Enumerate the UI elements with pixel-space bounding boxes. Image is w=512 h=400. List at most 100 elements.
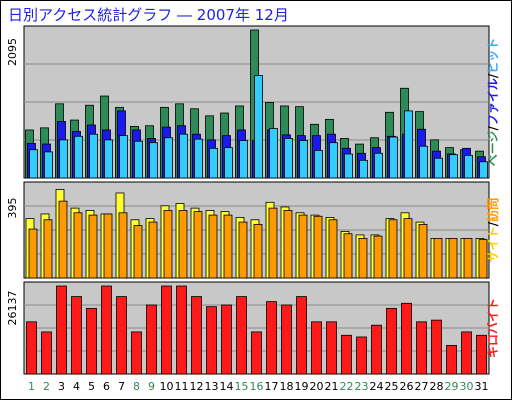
bar-kbytes-キロバイト-day-24 [371, 324, 382, 375]
bar-kbytes-キロバイト-day-16 [251, 331, 262, 375]
day-label-18: 18 [280, 380, 294, 393]
bar-kbytes-キロバイト-day-5 [86, 307, 97, 375]
bar-hits-ヒット-day-6 [104, 139, 113, 179]
day-label-6: 6 [103, 380, 110, 393]
panel-visits-ymax-label: 395 [6, 198, 19, 219]
day-label-7: 7 [118, 380, 125, 393]
bar-kbytes-キロバイト-day-3 [56, 285, 67, 375]
bar-visits-訪問-day-9 [148, 221, 158, 279]
day-label-24: 24 [370, 380, 384, 393]
bar-hits-ヒット-day-29 [449, 154, 458, 179]
bar-visits-訪問-day-10 [163, 210, 173, 279]
day-label-9: 9 [148, 380, 155, 393]
bar-kbytes-キロバイト-day-14 [221, 304, 232, 375]
right-label-part: / [486, 73, 500, 78]
day-label-23: 23 [355, 380, 369, 393]
bar-hits-ヒット-day-30 [464, 154, 473, 179]
bar-hits-ヒット-day-26 [404, 110, 413, 179]
bar-kbytes-キロバイト-day-23 [356, 336, 367, 375]
day-label-28: 28 [430, 380, 444, 393]
day-label-8: 8 [133, 380, 140, 393]
bar-hits-ヒット-day-2 [44, 151, 53, 179]
bar-kbytes-キロバイト-day-6 [101, 285, 112, 375]
bar-visits-訪問-day-11 [178, 210, 188, 279]
bar-kbytes-キロバイト-day-10 [161, 285, 172, 375]
day-label-25: 25 [385, 380, 399, 393]
right-label-part: キロバイト [486, 298, 500, 358]
bar-hits-ヒット-day-7 [119, 135, 128, 179]
bar-hits-ヒット-day-22 [344, 153, 353, 179]
bar-hits-ヒット-day-1 [29, 149, 38, 179]
bar-kbytes-キロバイト-day-31 [476, 334, 487, 375]
bar-hits-ヒット-day-31 [479, 161, 488, 179]
bar-hits-ヒット-day-19 [299, 140, 308, 179]
bar-visits-訪問-day-3 [58, 200, 68, 279]
day-label-14: 14 [220, 380, 234, 393]
bar-visits-訪問-day-24 [373, 235, 383, 279]
bar-visits-訪問-day-1 [28, 228, 38, 279]
bar-visits-訪問-day-31 [478, 239, 488, 279]
bar-hits-ヒット-day-27 [419, 145, 428, 179]
bar-kbytes-キロバイト-day-21 [326, 321, 337, 375]
panel-visits-right-label: サイト/訪問 [485, 198, 500, 262]
bar-kbytes-キロバイト-day-1 [26, 321, 37, 375]
day-label-2: 2 [43, 380, 50, 393]
day-label-22: 22 [340, 380, 354, 393]
bar-visits-訪問-day-16 [253, 224, 263, 279]
bar-hits-ヒット-day-15 [239, 140, 248, 179]
bar-visits-訪問-day-5 [88, 214, 98, 279]
bar-visits-訪問-day-23 [358, 238, 368, 279]
bar-visits-訪問-day-4 [73, 212, 83, 279]
bar-kbytes-キロバイト-day-13 [206, 306, 217, 375]
bar-visits-訪問-day-2 [43, 219, 53, 279]
bar-hits-ヒット-day-17 [269, 128, 278, 179]
bar-visits-訪問-day-13 [208, 214, 218, 279]
bar-visits-訪問-day-20 [313, 215, 323, 279]
bar-hits-ヒット-day-3 [59, 139, 68, 179]
bar-visits-訪問-day-26 [403, 218, 413, 279]
bar-kbytes-キロバイト-day-8 [131, 331, 142, 375]
bar-hits-ヒット-day-8 [134, 140, 143, 179]
bar-hits-ヒット-day-13 [209, 147, 218, 179]
day-label-13: 13 [205, 380, 219, 393]
bar-kbytes-キロバイト-day-26 [401, 302, 412, 375]
bar-hits-ヒット-day-25 [389, 136, 398, 179]
bar-kbytes-キロバイト-day-28 [431, 319, 442, 375]
bar-kbytes-キロバイト-day-30 [461, 331, 472, 375]
bar-visits-訪問-day-17 [268, 207, 278, 279]
bar-visits-訪問-day-21 [328, 219, 338, 279]
bar-kbytes-キロバイト-day-22 [341, 334, 352, 375]
day-label-10: 10 [160, 380, 174, 393]
right-label-part: ページ [486, 131, 500, 167]
day-label-12: 12 [190, 380, 204, 393]
bar-hits-ヒット-day-14 [224, 147, 233, 179]
bar-kbytes-キロバイト-day-27 [416, 321, 427, 375]
day-label-17: 17 [265, 380, 279, 393]
right-label-part: 訪問 [485, 198, 500, 222]
bar-hits-ヒット-day-24 [374, 152, 383, 179]
chart-title: 日別アクセス統計グラフ ― 2007年 12月 [8, 6, 289, 24]
bar-kbytes-キロバイト-day-12 [191, 296, 202, 375]
bar-kbytes-キロバイト-day-29 [446, 344, 457, 375]
right-label-part: ヒット [486, 38, 500, 74]
bar-hits-ヒット-day-23 [359, 159, 368, 179]
bar-hits-ヒット-day-18 [284, 138, 293, 179]
bar-hits-ヒット-day-21 [329, 142, 338, 179]
bar-hits-ヒット-day-28 [434, 157, 443, 179]
bar-hits-ヒット-day-5 [89, 133, 98, 179]
bar-hits-ヒット-day-10 [164, 137, 173, 179]
bar-kbytes-キロバイト-day-25 [386, 307, 397, 375]
day-label-16: 16 [250, 380, 264, 393]
bar-kbytes-キロバイト-day-19 [296, 296, 307, 375]
bar-visits-訪問-day-27 [418, 224, 428, 279]
day-label-31: 31 [475, 380, 489, 393]
day-label-1: 1 [28, 380, 35, 393]
bar-visits-訪問-day-19 [298, 214, 308, 279]
bar-kbytes-キロバイト-day-2 [41, 331, 52, 375]
day-label-26: 26 [400, 380, 414, 393]
panel-kbytes-ymax-label: 26137 [6, 291, 19, 326]
bar-visits-訪問-day-30 [463, 238, 473, 279]
day-label-30: 30 [460, 380, 474, 393]
day-label-5: 5 [88, 380, 95, 393]
